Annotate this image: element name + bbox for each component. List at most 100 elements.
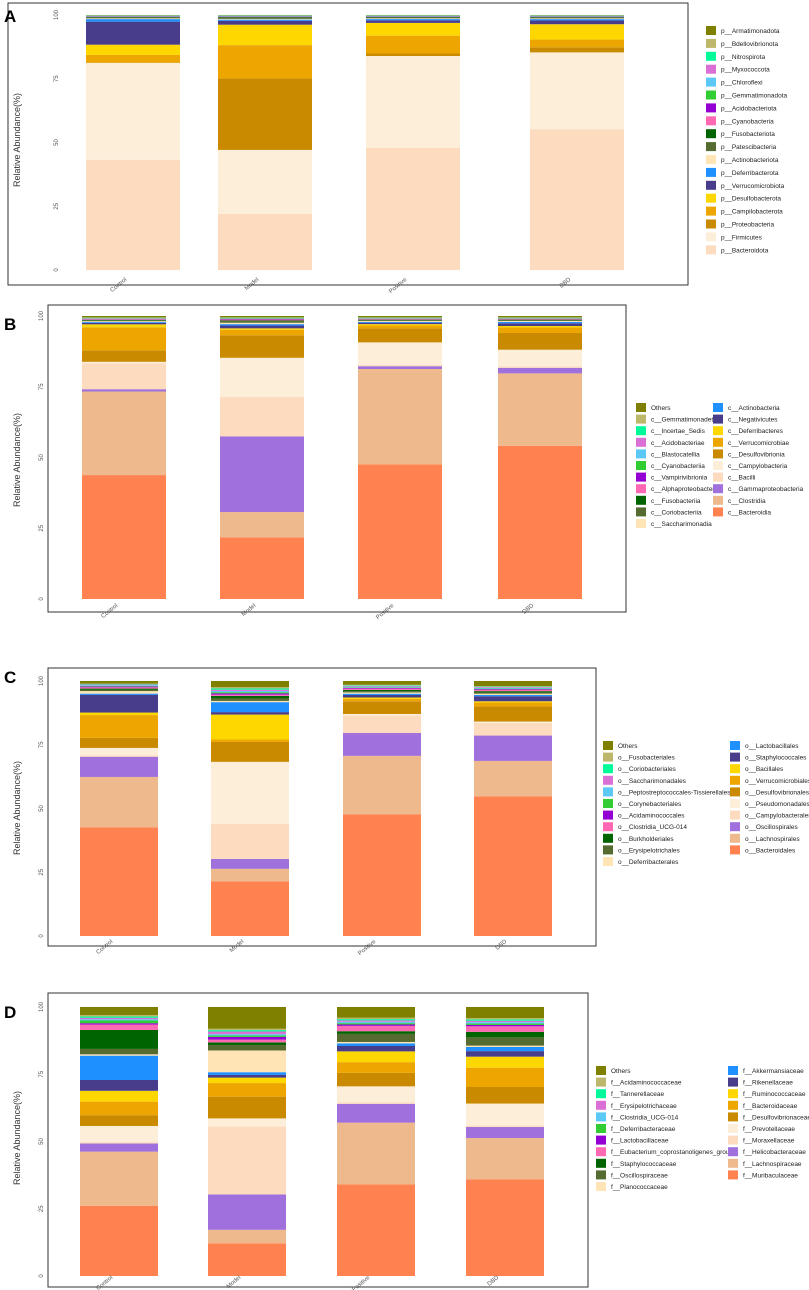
bar-segment: [208, 1030, 286, 1032]
bar-segment: [466, 1179, 544, 1276]
bar-segment: [343, 733, 421, 756]
bar-segment: [337, 1102, 415, 1104]
legend-swatch: [603, 845, 613, 855]
bar-segment: [211, 694, 289, 696]
bar-segment: [82, 320, 166, 322]
legend-swatch: [706, 64, 716, 74]
bar-segment: [337, 1033, 415, 1042]
bar-segment: [208, 1126, 286, 1195]
bar-segment: [474, 686, 552, 688]
bar-segment: [80, 737, 158, 748]
bar-segment: [337, 1184, 415, 1276]
legend-swatch: [728, 1124, 738, 1133]
bar-segment: [82, 322, 166, 323]
bar-segment: [80, 1115, 158, 1126]
bar-segment: [211, 858, 289, 869]
legend-label: p__Cyanobacteria: [721, 118, 774, 125]
bar-segment: [343, 814, 421, 936]
bar-segment: [466, 1051, 544, 1057]
bar-segment: [80, 1016, 158, 1018]
bar-segment: [466, 1056, 544, 1068]
y-tick-label: 75: [54, 75, 60, 82]
bar-segment: [366, 56, 460, 148]
legend-label: p__Acidobacteriota: [721, 105, 777, 112]
bar-segment: [466, 1037, 544, 1046]
bar-segment: [466, 1045, 544, 1048]
legend-swatch: [636, 519, 646, 528]
bar-segment: [466, 1103, 544, 1126]
bar-segment: [208, 1096, 286, 1119]
legend-swatch: [603, 752, 613, 762]
bar-segment: [211, 690, 289, 693]
legend-label: f__Bacteroidaceae: [743, 1103, 798, 1110]
bar-segment: [530, 47, 624, 53]
bar-segment: [220, 537, 304, 599]
bar-segment: [211, 689, 289, 691]
y-axis-label: Relative Abundance(%): [12, 413, 22, 507]
legend-swatch: [706, 77, 716, 87]
bar-segment: [208, 1083, 286, 1097]
bar-segment: [498, 319, 582, 321]
legend-swatch: [713, 449, 723, 459]
legend-label: c__Negativicutes: [728, 417, 778, 424]
legend-label: c__Bacilli: [728, 475, 755, 482]
bar-segment: [358, 322, 442, 325]
bar-segment: [80, 1125, 158, 1143]
bar-segment: [218, 78, 312, 150]
bar-segment: [498, 321, 582, 322]
bar-segment: [337, 1103, 415, 1123]
bar-segment: [220, 325, 304, 329]
bar-segment: [220, 357, 304, 398]
bar-segment: [80, 688, 158, 690]
legend-swatch: [730, 752, 740, 762]
legend-label: c__Cyanobacteriia: [651, 463, 705, 470]
bar-segment: [82, 363, 166, 390]
bar-segment: [498, 349, 582, 367]
bar-segment: [220, 328, 304, 330]
legend-label: p__Chloroflexi: [721, 80, 763, 87]
legend-label: o__Peptostreptococcales-Tissierellales: [618, 789, 731, 796]
bar-segment: [80, 684, 158, 686]
y-tick-label: 75: [39, 741, 45, 748]
legend-swatch: [728, 1158, 738, 1168]
bar-segment: [343, 688, 421, 690]
bar-segment: [366, 20, 460, 23]
legend-swatch: [596, 1170, 606, 1180]
bar-segment: [211, 687, 289, 689]
y-tick-label: 50: [39, 454, 45, 461]
bar-segment: [82, 319, 166, 320]
legend-swatch: [713, 437, 723, 447]
legend-label: p__Patescibacteria: [721, 144, 777, 151]
bar-segment: [343, 691, 421, 693]
bar-segment: [208, 1042, 286, 1046]
legend-label: p__Verrucomicrobiota: [721, 183, 785, 190]
legend-swatch: [706, 116, 716, 126]
y-tick-label: 0: [39, 597, 45, 601]
bar-segment: [211, 702, 289, 713]
bar-segment: [466, 1127, 544, 1139]
bar-segment: [80, 694, 158, 713]
legend-label: p__Firmicutes: [721, 234, 763, 241]
bar-segment: [530, 24, 624, 40]
bar-segment: [498, 366, 582, 368]
bar-segment: [82, 327, 166, 351]
bar-segment: [366, 35, 460, 54]
legend-label: c__Alphaproteobacteria: [651, 486, 720, 493]
bar-segment: [343, 694, 421, 698]
panel-label: D: [4, 1003, 16, 1022]
bar-segment: [498, 316, 582, 318]
legend-swatch: [603, 799, 613, 808]
bar-segment: [80, 693, 158, 695]
bar-segment: [474, 760, 552, 797]
legend-label: Others: [651, 405, 671, 412]
bar-segment: [343, 698, 421, 702]
y-tick-label: 50: [39, 1138, 45, 1145]
panel-label: B: [4, 315, 16, 334]
legend-label: o__Fusobacteriales: [618, 755, 675, 762]
bar-segment: [466, 1031, 544, 1038]
legend-label: o__Desulfovibrionales: [745, 789, 809, 796]
bar-segment: [82, 389, 166, 392]
legend-label: o__Erysipelotrichales: [618, 847, 681, 854]
bar-segment: [80, 683, 158, 685]
